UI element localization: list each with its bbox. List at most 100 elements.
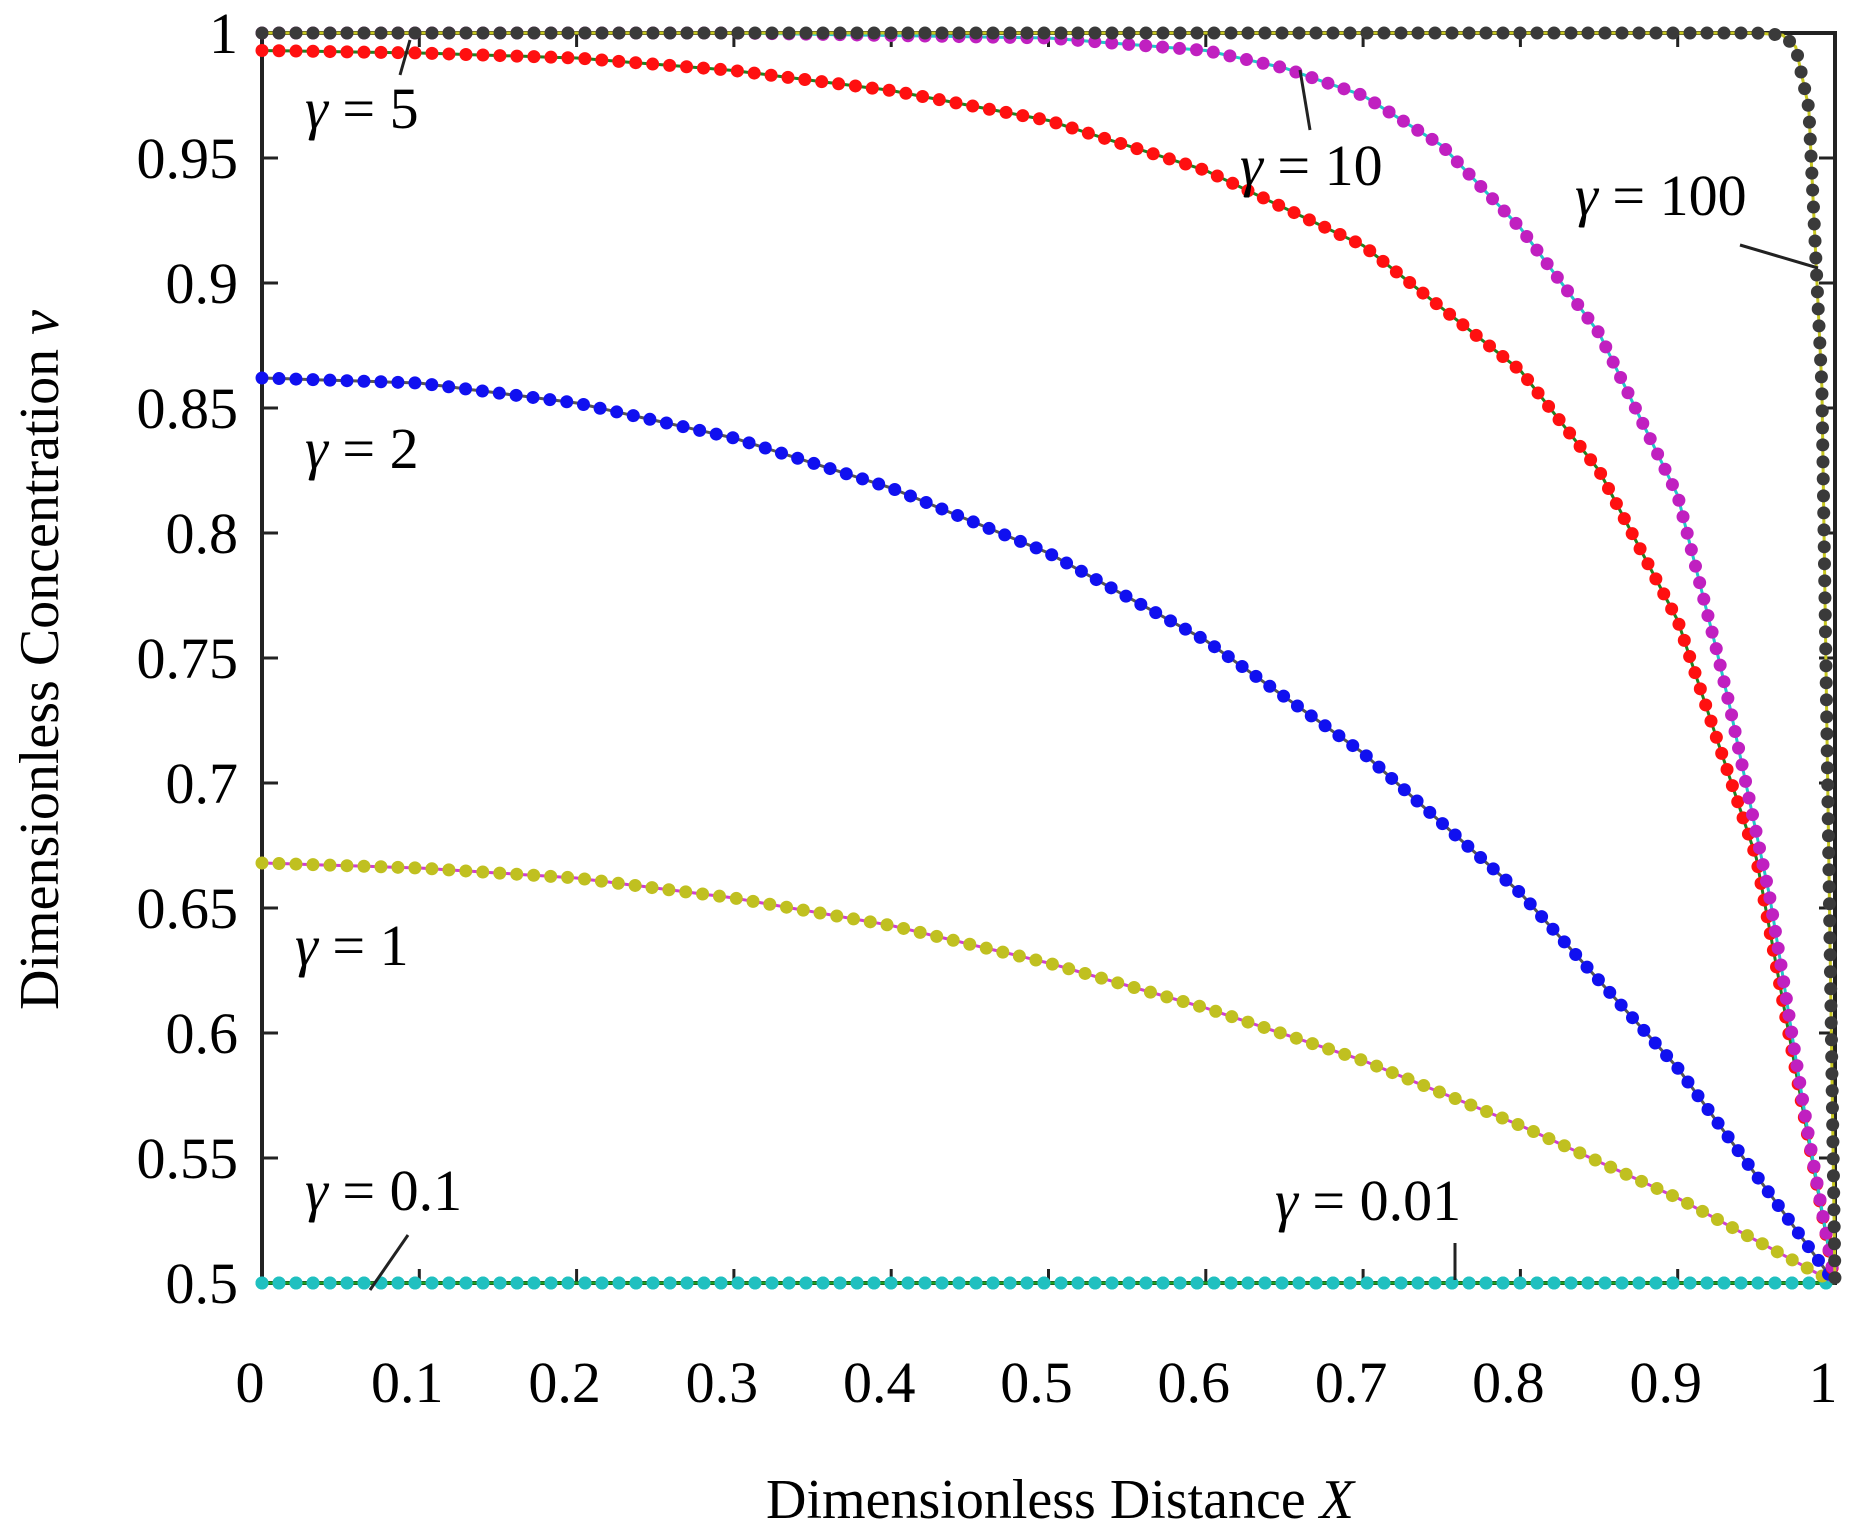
data-marker <box>799 26 813 40</box>
data-marker <box>1825 1067 1839 1081</box>
data-marker <box>1651 447 1665 461</box>
data-marker <box>1277 689 1291 703</box>
data-marker <box>1156 40 1170 54</box>
data-marker <box>1206 45 1220 59</box>
y-tick-label: 0.9 <box>166 251 239 316</box>
data-marker <box>918 1276 932 1290</box>
leader-line <box>398 39 412 76</box>
data-marker <box>882 83 896 97</box>
data-marker <box>1821 829 1835 843</box>
series-line <box>261 49 1837 1284</box>
data-marker <box>1728 724 1742 738</box>
data-marker <box>1521 373 1535 387</box>
data-marker <box>782 26 796 40</box>
data-marker <box>374 45 388 59</box>
data-marker <box>646 26 660 40</box>
data-marker <box>1509 216 1523 230</box>
gamma-symbol: γ <box>305 76 330 141</box>
data-marker <box>946 933 960 947</box>
data-marker <box>839 467 853 481</box>
data-marker <box>1513 26 1527 40</box>
data-marker <box>1749 824 1763 838</box>
data-marker <box>255 856 269 870</box>
data-marker <box>1649 26 1663 40</box>
data-marker <box>1666 26 1680 40</box>
data-marker <box>510 1276 524 1290</box>
data-marker <box>1343 1276 1357 1290</box>
data-marker <box>1111 976 1125 990</box>
data-marker <box>1819 659 1833 673</box>
data-marker <box>748 26 762 40</box>
data-marker <box>391 1276 405 1290</box>
data-series <box>255 26 1842 1290</box>
y-axis-title-var: v <box>9 310 71 335</box>
data-marker <box>594 874 608 888</box>
data-marker <box>714 1276 728 1290</box>
data-marker <box>1309 1276 1323 1290</box>
data-marker <box>1321 76 1335 90</box>
data-marker <box>1509 360 1523 374</box>
data-marker <box>1359 749 1373 763</box>
data-marker <box>459 382 473 396</box>
data-marker <box>1435 817 1449 831</box>
data-marker <box>561 1276 575 1290</box>
data-marker <box>1742 791 1756 805</box>
data-marker <box>1806 200 1820 214</box>
data-marker <box>1156 26 1170 40</box>
data-marker <box>1417 1079 1431 1093</box>
data-marker <box>340 1276 354 1290</box>
curve-label: γ = 5 <box>305 76 419 141</box>
data-marker <box>1709 642 1723 656</box>
data-marker <box>1820 727 1834 741</box>
x-tick-label: 0.1 <box>371 1350 444 1415</box>
data-marker <box>1650 1181 1664 1195</box>
data-marker <box>340 45 354 59</box>
data-marker <box>1643 432 1657 446</box>
data-marker <box>527 50 541 64</box>
data-marker <box>1804 1143 1818 1157</box>
data-marker <box>982 102 996 116</box>
data-marker <box>1691 1089 1705 1103</box>
data-marker <box>1683 26 1697 40</box>
data-marker <box>1139 26 1153 40</box>
data-marker <box>595 26 609 40</box>
data-marker <box>1292 26 1306 40</box>
data-marker <box>1665 602 1679 616</box>
data-marker <box>848 79 862 93</box>
data-marker <box>1824 1033 1838 1047</box>
data-marker <box>1598 1276 1612 1290</box>
data-marker <box>357 859 371 873</box>
data-marker <box>1258 26 1272 40</box>
data-marker <box>1756 858 1770 872</box>
data-marker <box>1499 873 1513 887</box>
y-tick-label: 0.6 <box>166 1001 239 1066</box>
data-marker <box>272 372 286 386</box>
data-marker <box>935 502 949 516</box>
data-marker <box>1705 625 1719 639</box>
data-marker <box>969 1276 983 1290</box>
data-marker <box>1825 1101 1839 1115</box>
data-marker <box>1486 192 1500 206</box>
data-marker <box>1119 589 1133 603</box>
data-marker <box>544 26 558 40</box>
data-marker <box>884 1276 898 1290</box>
data-marker <box>1338 1047 1352 1061</box>
data-marker <box>1573 1146 1587 1160</box>
data-marker <box>1820 744 1834 758</box>
data-marker <box>1258 1276 1272 1290</box>
data-marker <box>1782 1008 1796 1022</box>
data-marker <box>1423 805 1437 819</box>
data-marker <box>1403 276 1417 290</box>
data-marker <box>408 26 422 40</box>
data-marker <box>1617 512 1631 526</box>
leader-line <box>368 1234 410 1291</box>
data-marker <box>659 416 673 430</box>
data-marker <box>1190 1276 1204 1290</box>
data-marker <box>1547 1276 1561 1290</box>
data-marker <box>880 918 894 932</box>
data-marker <box>1561 284 1575 298</box>
series-100 <box>255 26 1842 1285</box>
data-marker <box>1665 478 1679 492</box>
data-marker <box>1257 1020 1271 1034</box>
